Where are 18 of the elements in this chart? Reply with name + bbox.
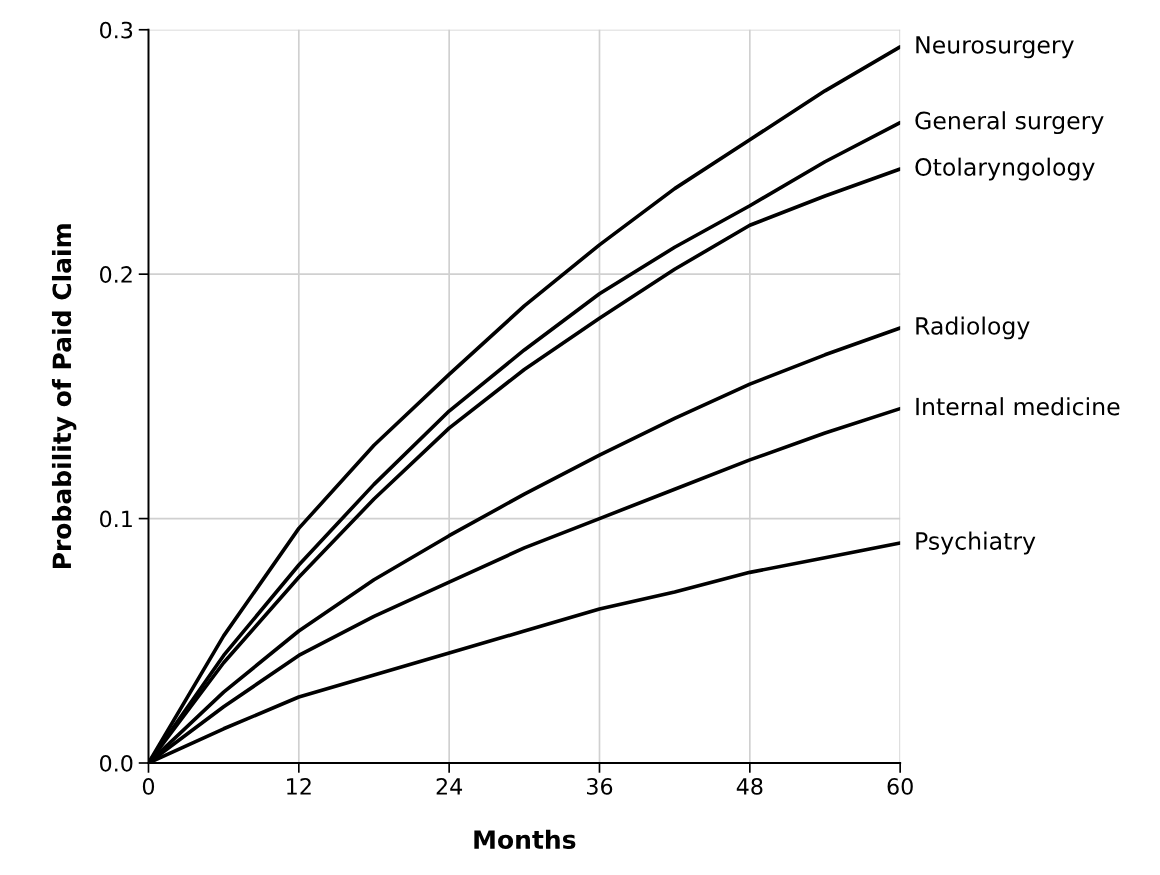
y-tick-label: 0.1	[100, 510, 132, 528]
y-tick-label: 0.2	[100, 266, 132, 283]
series-label: General surgery	[915, 111, 1104, 135]
series-label: Internal medicine	[916, 397, 1120, 416]
x-tick-label: 36	[587, 777, 613, 795]
x-axis-title: Months	[474, 829, 576, 849]
series-label: Radiology	[916, 316, 1030, 340]
x-tick-label: 60	[887, 777, 913, 795]
x-tick-label: 12	[287, 777, 311, 795]
y-tick-label: 0.3	[100, 21, 133, 39]
series-label: Neurosurgery	[916, 36, 1074, 59]
x-tick-label: 0	[142, 777, 155, 795]
y-tick-label: 0.0	[100, 754, 133, 772]
series-label: Otolaryngology	[915, 157, 1095, 181]
y-axis-title: Probability of Paid Claim	[51, 224, 77, 569]
series-label: Psychiatry	[916, 531, 1036, 555]
x-tick-label: 24	[436, 777, 463, 795]
x-tick-label: 48	[736, 777, 763, 795]
